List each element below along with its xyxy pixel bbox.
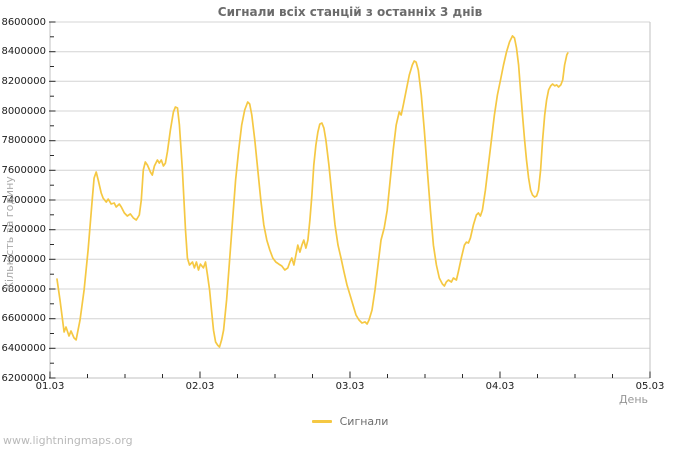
y-tick-label: 6800000 — [1, 283, 46, 295]
chart-title: Сигнали всіх станцій з останніх 3 днів — [217, 5, 483, 19]
y-tick-label: 6600000 — [1, 313, 46, 325]
x-tick-label: 05.03 — [635, 381, 665, 392]
legend-line-swatch — [311, 419, 332, 423]
y-tick-label: 7800000 — [1, 135, 46, 147]
series-line-Сигнали — [56, 35, 569, 348]
y-axis-title: Кількість за годину — [3, 176, 16, 290]
y-tick-label: 8600000 — [1, 16, 46, 28]
y-tick-label: 7200000 — [1, 224, 46, 236]
y-tick-label: 6400000 — [1, 342, 46, 354]
legend: Сигнали — [50, 413, 650, 429]
y-tick-label: 8400000 — [1, 46, 46, 58]
y-tick-label: 7400000 — [1, 194, 46, 206]
y-tick-label: 7600000 — [1, 164, 46, 176]
x-tick-label: 02.03 — [185, 381, 215, 392]
y-tick-label: 6200000 — [1, 372, 46, 384]
watermark: www.lightningmaps.org — [3, 434, 133, 447]
x-axis-title: День — [618, 393, 648, 406]
x-tick-label: 03.03 — [335, 381, 365, 392]
x-tick-label: 01.03 — [35, 381, 65, 392]
y-tick-label: 7000000 — [1, 253, 46, 265]
y-tick-label: 8200000 — [1, 75, 46, 87]
y-tick-label: 8000000 — [1, 105, 46, 117]
x-tick-label: 04.03 — [485, 381, 515, 392]
legend-label: Сигнали — [339, 414, 389, 428]
